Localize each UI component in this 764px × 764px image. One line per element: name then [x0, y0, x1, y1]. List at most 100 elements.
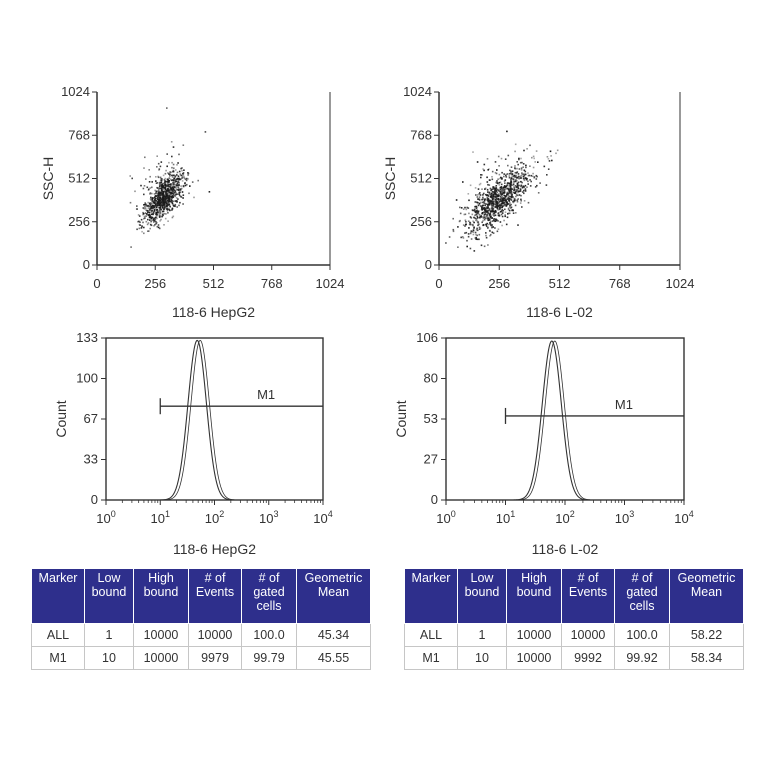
- scatter-point: [184, 184, 187, 187]
- scatter-point: [168, 196, 170, 198]
- scatter-point: [471, 213, 474, 216]
- scatter-point: [486, 203, 489, 206]
- scatter-point: [468, 212, 470, 215]
- cell-marker: ALL: [404, 623, 458, 647]
- scatter-point: [181, 167, 183, 169]
- scatter-point: [208, 191, 211, 193]
- scatter-point: [165, 202, 168, 204]
- scatter-point: [482, 196, 484, 199]
- scatter-point: [151, 202, 153, 205]
- scatter-point: [499, 195, 502, 198]
- scatter-point: [156, 214, 158, 217]
- scatter-point: [507, 182, 509, 184]
- scatter-point: [502, 186, 505, 189]
- cell-low-bound: 10: [84, 646, 134, 670]
- scatter-point: [493, 201, 496, 203]
- scatter-point: [504, 179, 507, 181]
- scatter-point: [518, 194, 521, 196]
- scatter-point: [500, 205, 502, 208]
- scatter-point: [481, 216, 483, 218]
- scatter-point: [138, 220, 140, 223]
- scatter-point: [473, 208, 476, 211]
- scatter-point: [187, 172, 190, 175]
- scatter-point: [472, 229, 475, 231]
- scatter-point: [145, 215, 147, 217]
- scatter-point: [494, 220, 496, 223]
- scatter-point: [138, 227, 141, 230]
- scatter-point: [504, 208, 506, 211]
- scatter-point: [478, 223, 480, 226]
- scatter-point: [166, 190, 169, 193]
- y-tick-label: 0: [431, 492, 438, 507]
- scatter-point: [490, 196, 492, 198]
- scatter-point: [504, 198, 507, 200]
- scatter-point: [140, 227, 143, 229]
- scatter-point: [497, 178, 499, 180]
- x-tick-label: 0: [435, 276, 442, 291]
- scatter-point: [515, 179, 517, 181]
- scatter-point: [515, 174, 518, 177]
- scatter-point: [487, 200, 490, 203]
- scatter-point: [494, 171, 497, 174]
- scatter-point: [162, 184, 164, 186]
- scatter-point: [463, 213, 465, 216]
- scatter-point: [477, 204, 479, 206]
- scatter-point: [464, 219, 467, 222]
- scatter-point: [481, 198, 483, 201]
- scatter-point: [172, 188, 175, 191]
- scatter-point: [514, 198, 516, 200]
- scatter-point: [514, 192, 516, 194]
- scatter-point: [156, 213, 158, 215]
- scatter-point: [178, 193, 180, 195]
- scatter-point: [157, 193, 159, 195]
- scatter-point: [511, 191, 513, 193]
- scatter-point: [159, 187, 162, 190]
- scatter-point: [155, 221, 157, 223]
- scatter-point: [181, 191, 184, 193]
- scatter-point: [500, 176, 502, 179]
- scatter-point: [492, 198, 494, 200]
- scatter-point: [467, 220, 470, 222]
- scatter-point: [506, 184, 508, 187]
- scatter-point: [503, 186, 506, 188]
- scatter-point: [522, 175, 525, 178]
- scatter-point: [505, 204, 507, 207]
- scatter-point: [493, 187, 496, 189]
- scatter-point: [523, 189, 525, 192]
- scatter-point: [551, 159, 553, 162]
- scatter-point: [495, 190, 497, 192]
- scatter-point: [158, 185, 161, 188]
- scatter-point: [155, 182, 158, 184]
- scatter-point: [498, 190, 501, 193]
- cell-events: 9992: [561, 646, 615, 670]
- histogram-1: M1 100 101 102 103 104 0 33 67 100 133 118-6 HepG2 C…: [53, 330, 333, 557]
- scatter-point: [162, 204, 164, 207]
- scatter-point: [512, 175, 515, 177]
- scatter-point: [474, 209, 476, 212]
- scatter-point: [486, 199, 489, 201]
- scatter-point: [172, 190, 174, 193]
- scatter-point: [182, 144, 185, 146]
- col-header-low-bound: Low bound: [84, 568, 134, 624]
- scatter-point: [491, 188, 494, 190]
- scatter-point: [509, 206, 511, 208]
- scatter-point: [494, 191, 497, 193]
- scatter-point: [151, 216, 154, 219]
- scatter-point: [161, 216, 163, 218]
- scatter-point: [486, 214, 488, 216]
- scatter-point: [511, 175, 513, 177]
- scatter-point: [482, 168, 484, 170]
- scatter-point: [497, 208, 499, 211]
- scatter-point: [166, 199, 168, 202]
- scatter-point: [517, 187, 520, 190]
- scatter-point: [488, 214, 491, 217]
- scatter-point: [163, 179, 166, 181]
- scatter-point: [476, 196, 479, 198]
- scatter-point: [472, 220, 474, 222]
- scatter-point: [543, 165, 546, 168]
- scatter-point: [480, 215, 482, 217]
- scatter-point: [501, 191, 504, 194]
- scatter-point: [510, 181, 513, 184]
- scatter-point: [157, 162, 160, 165]
- scatter-point: [486, 158, 489, 160]
